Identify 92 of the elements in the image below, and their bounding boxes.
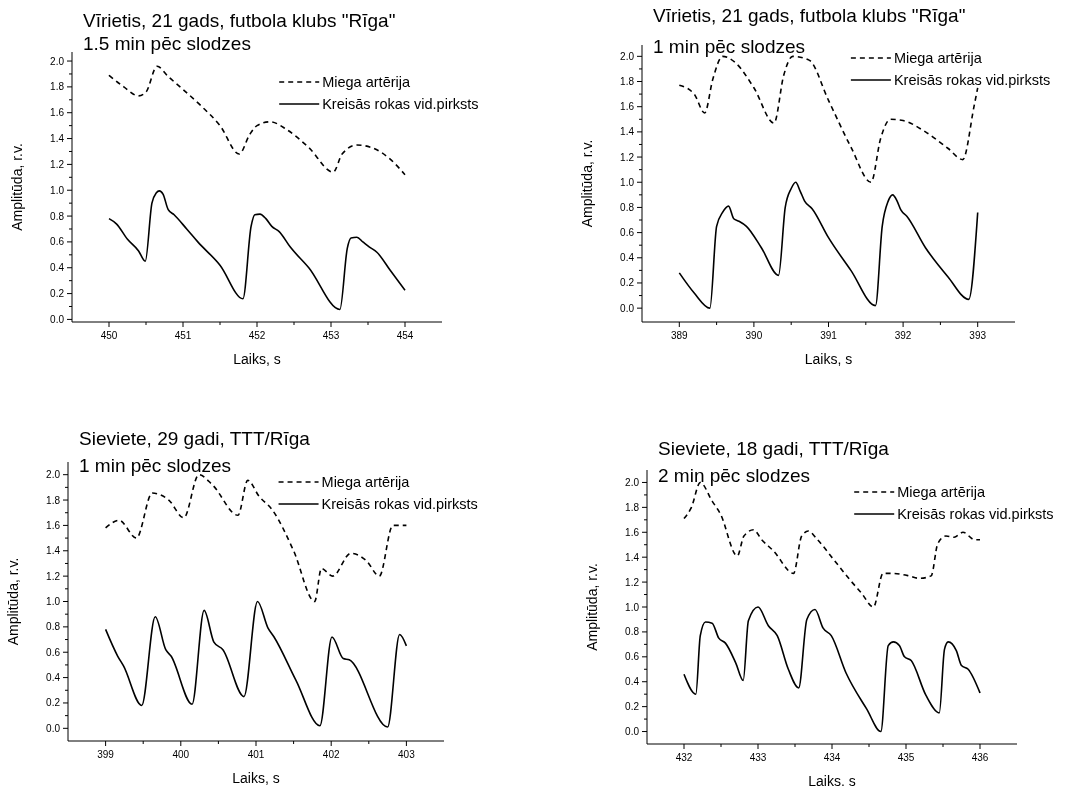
line-series bbox=[683, 606, 981, 733]
y-tick-label: 2.0 bbox=[50, 55, 65, 67]
y-tick-label: 1.0 bbox=[625, 601, 640, 613]
x-axis-title: Laiks, s bbox=[804, 351, 853, 367]
legend-label: Miega artērija bbox=[322, 74, 411, 90]
y-tick-label: 0.4 bbox=[46, 672, 61, 684]
x-tick-label: 435 bbox=[897, 752, 915, 763]
x-tick-label: 393 bbox=[969, 330, 987, 341]
y-tick-label: 0.8 bbox=[50, 210, 65, 222]
x-tick-label: 432 bbox=[675, 752, 693, 763]
x-tick-label: 402 bbox=[322, 749, 340, 760]
x-tick-label: 392 bbox=[894, 330, 912, 341]
line-series bbox=[678, 181, 979, 309]
x-tick-label: 452 bbox=[248, 330, 266, 341]
x-tick-label: 399 bbox=[97, 749, 115, 760]
y-tick-label: 1.0 bbox=[46, 596, 61, 607]
y-tick-label: 1.6 bbox=[50, 107, 65, 119]
legend-label: Miega artērija bbox=[893, 50, 983, 66]
y-tick-label: 1.0 bbox=[50, 184, 65, 196]
y-tick-label: 0.8 bbox=[620, 201, 635, 213]
x-tick-label: 400 bbox=[172, 749, 190, 760]
x-tick-label: 436 bbox=[971, 752, 989, 763]
y-tick-label: 0.6 bbox=[46, 646, 61, 658]
y-tick-label: 1.8 bbox=[620, 76, 635, 88]
y-tick-label: 0.6 bbox=[620, 227, 635, 239]
y-tick-label: 1.6 bbox=[46, 519, 61, 531]
y-tick-label: 0.2 bbox=[625, 701, 640, 713]
y-tick-label: 0.0 bbox=[620, 302, 635, 314]
x-tick-label: 390 bbox=[745, 330, 763, 341]
legend-label: Kreisās rokas vid.pirksts bbox=[893, 72, 1051, 88]
x-tick-label: 453 bbox=[322, 330, 340, 341]
y-tick-label: 0.8 bbox=[625, 626, 640, 638]
chart-subtitle: 1 min pēc slodzes bbox=[653, 36, 806, 57]
legend-label: Miega artērija bbox=[321, 474, 411, 490]
y-tick-label: 1.6 bbox=[625, 526, 640, 538]
y-tick-label: 1.4 bbox=[625, 551, 640, 563]
x-tick-label: 403 bbox=[398, 749, 416, 760]
y-tick-label: 0.2 bbox=[620, 277, 635, 289]
y-axis-title: Amplitūda, r.v. bbox=[584, 563, 600, 651]
y-tick-label: 1.2 bbox=[50, 158, 65, 170]
y-tick-label: 0.6 bbox=[625, 651, 640, 663]
chart-subtitle: 1 min pēc slodzes bbox=[79, 455, 232, 476]
y-tick-label: 1.4 bbox=[620, 126, 635, 138]
y-axis-title: Amplitūda, r.v. bbox=[5, 557, 21, 646]
x-tick-label: 401 bbox=[247, 749, 265, 760]
chart-subtitle: 1.5 min pēc slodzes bbox=[83, 33, 251, 54]
x-axis-title: Laiks, s bbox=[232, 770, 280, 786]
y-tick-label: 1.2 bbox=[620, 151, 635, 163]
x-tick-label: 434 bbox=[823, 752, 841, 763]
y-tick-label: 0.0 bbox=[46, 722, 61, 734]
y-tick-label: 1.4 bbox=[46, 545, 61, 557]
legend-label: Kreisās rokas vid.pirksts bbox=[897, 506, 1054, 522]
y-tick-label: 0.0 bbox=[625, 726, 640, 738]
y-tick-label: 0.6 bbox=[50, 236, 65, 248]
x-axis-title: Laiks. s bbox=[808, 773, 856, 789]
y-tick-label: 0.8 bbox=[46, 621, 61, 633]
y-tick-label: 0.4 bbox=[50, 262, 65, 274]
line-series bbox=[108, 190, 406, 311]
chart-title: Sieviete, 29 gadi, TTT/Rīga bbox=[79, 428, 311, 449]
y-tick-label: 0.0 bbox=[50, 313, 65, 325]
x-tick-label: 389 bbox=[670, 330, 689, 341]
y-tick-label: 1.0 bbox=[620, 176, 635, 188]
legend-label: Kreisās rokas vid.pirksts bbox=[321, 496, 478, 512]
x-axis-title: Laiks, s bbox=[233, 351, 281, 367]
x-tick-label: 433 bbox=[749, 752, 767, 763]
legend-label: Kreisās rokas vid.pirksts bbox=[322, 96, 479, 112]
y-tick-label: 0.2 bbox=[46, 697, 61, 709]
chart-title: Vīrietis, 21 gads, futbola klubs "Rīga" bbox=[653, 5, 966, 26]
y-axis-title: Amplitūda, r.v. bbox=[9, 143, 25, 231]
x-tick-label: 454 bbox=[396, 330, 414, 341]
x-tick-label: 451 bbox=[174, 330, 192, 341]
y-tick-label: 2.0 bbox=[46, 469, 61, 481]
y-tick-label: 1.6 bbox=[620, 101, 635, 113]
y-tick-label: 1.4 bbox=[50, 133, 65, 145]
y-tick-label: 0.4 bbox=[620, 252, 635, 264]
y-tick-label: 0.2 bbox=[50, 288, 65, 300]
legend-label: Miega artērija bbox=[897, 484, 986, 500]
y-tick-label: 1.2 bbox=[625, 576, 640, 588]
y-tick-label: 1.8 bbox=[50, 81, 65, 93]
x-tick-label: 391 bbox=[820, 330, 838, 341]
y-tick-label: 0.4 bbox=[625, 676, 640, 688]
y-tick-label: 2.0 bbox=[620, 50, 635, 62]
chart-subtitle: 2 min pēc slodzes bbox=[658, 465, 811, 486]
line-series bbox=[104, 600, 408, 728]
y-axis-title: Amplitūda, r.v. bbox=[579, 139, 595, 228]
y-tick-label: 1.2 bbox=[46, 570, 61, 582]
y-tick-label: 1.8 bbox=[625, 501, 640, 513]
x-tick-label: 450 bbox=[100, 330, 118, 341]
y-tick-label: 2.0 bbox=[625, 476, 640, 488]
chart-title: Vīrietis, 21 gads, futbola klubs "Rīga" bbox=[83, 10, 396, 31]
y-tick-label: 1.8 bbox=[46, 494, 61, 506]
chart-title: Sieviete, 18 gadi, TTT/Rīga bbox=[658, 438, 890, 459]
